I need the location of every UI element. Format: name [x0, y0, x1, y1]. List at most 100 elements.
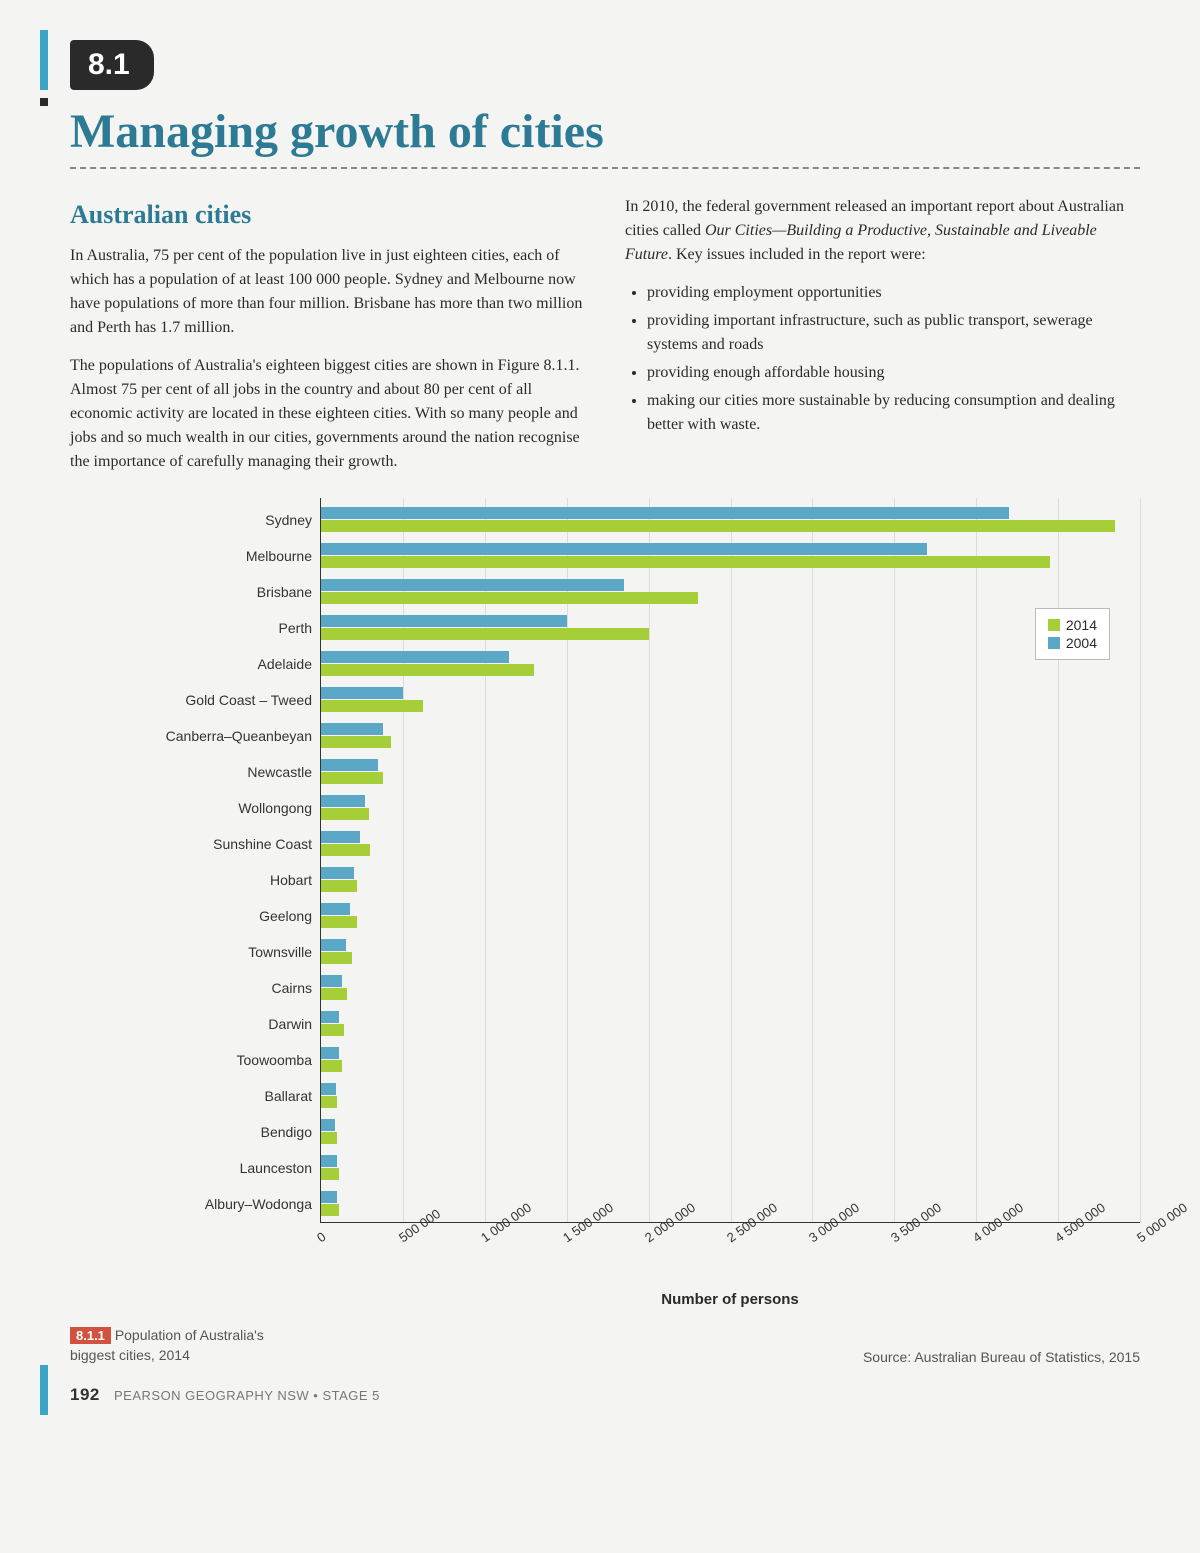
bar-2004 [321, 579, 624, 591]
chart-category-label: Perth [70, 610, 320, 646]
key-issue-item: providing important infrastructure, such… [647, 309, 1140, 357]
chart-category-label: Sydney [70, 502, 320, 538]
bar-2014 [321, 988, 347, 1000]
chart-row [321, 1006, 1140, 1042]
chart-x-tick: 0 [314, 1229, 329, 1245]
chart-category-label: Ballarat [70, 1078, 320, 1114]
chart-row [321, 646, 1140, 682]
chart-row [321, 538, 1140, 574]
bar-2014 [321, 628, 649, 640]
section-number-badge: 8.1 [70, 40, 154, 90]
bar-2004 [321, 507, 1009, 519]
chart-x-tick: 5 000 000 [1134, 1200, 1190, 1245]
key-issue-item: providing employment opportunities [647, 281, 1140, 305]
key-issues-list: providing employment opportunities provid… [647, 281, 1140, 437]
bar-2004 [321, 1119, 335, 1131]
bar-2004 [321, 1155, 337, 1167]
page-footer: 192 PEARSON GEOGRAPHY NSW • STAGE 5 [70, 1385, 1140, 1405]
chart-category-label: Geelong [70, 898, 320, 934]
page-accent-bar [40, 30, 48, 90]
chart-category-label: Sunshine Coast [70, 826, 320, 862]
bar-2014 [321, 1132, 337, 1144]
bar-2004 [321, 759, 378, 771]
chart-category-label: Hobart [70, 862, 320, 898]
chart-category-label: Gold Coast – Tweed [70, 682, 320, 718]
bar-2014 [321, 664, 534, 676]
chart-row [321, 1150, 1140, 1186]
chart-category-label: Canberra–Queanbeyan [70, 718, 320, 754]
chart-row [321, 898, 1140, 934]
bar-2004 [321, 1047, 339, 1059]
bar-2004 [321, 687, 403, 699]
chart-category-label: Townsville [70, 934, 320, 970]
population-chart: SydneyMelbourneBrisbanePerthAdelaideGold… [70, 498, 1140, 1365]
bar-2004 [321, 1083, 336, 1095]
bar-2004 [321, 723, 383, 735]
key-issue-item: providing enough affordable housing [647, 361, 1140, 385]
title-divider [70, 167, 1140, 169]
page-number: 192 [70, 1385, 100, 1404]
bar-2014 [321, 592, 698, 604]
figure-source: Source: Australian Bureau of Statistics,… [863, 1349, 1140, 1365]
chart-category-label: Adelaide [70, 646, 320, 682]
chart-category-label: Albury–Wodonga [70, 1186, 320, 1222]
bar-2014 [321, 736, 391, 748]
chart-category-label: Darwin [70, 1006, 320, 1042]
chart-row [321, 1042, 1140, 1078]
column-left: Australian cities In Australia, 75 per c… [70, 195, 585, 488]
chart-row [321, 682, 1140, 718]
chart-row [321, 862, 1140, 898]
bar-2004 [321, 939, 346, 951]
bar-2014 [321, 916, 357, 928]
bar-2014 [321, 556, 1050, 568]
paragraph-1: In Australia, 75 per cent of the populat… [70, 244, 585, 340]
bar-2004 [321, 615, 567, 627]
chart-row [321, 790, 1140, 826]
bar-2014 [321, 772, 383, 784]
bar-2004 [321, 831, 360, 843]
bar-2004 [321, 975, 342, 987]
paragraph-3: In 2010, the federal government released… [625, 195, 1140, 267]
chart-category-label: Wollongong [70, 790, 320, 826]
chart-category-label: Bendigo [70, 1114, 320, 1150]
page-title: Managing growth of cities [70, 104, 1140, 159]
page-accent-dot [40, 98, 48, 106]
chart-row [321, 574, 1140, 610]
column-right: In 2010, the federal government released… [625, 195, 1140, 488]
bar-2004 [321, 1191, 337, 1203]
chart-x-axis: 0500 0001 000 0001 500 0002 000 0002 500… [320, 1223, 1140, 1283]
bar-2004 [321, 795, 365, 807]
bar-2004 [321, 1011, 339, 1023]
chart-row [321, 934, 1140, 970]
bar-2004 [321, 867, 354, 879]
chart-row [321, 610, 1140, 646]
bar-2004 [321, 903, 350, 915]
figure-number-badge: 8.1.1 [70, 1327, 111, 1344]
chart-category-label: Brisbane [70, 574, 320, 610]
bar-2004 [321, 543, 927, 555]
bar-2014 [321, 880, 357, 892]
paragraph-2: The populations of Australia's eighteen … [70, 354, 585, 474]
chart-row [321, 826, 1140, 862]
para3-post: . Key issues included in the report were… [668, 246, 926, 263]
figure-caption: 8.1.1 Population of Australia's biggest … [70, 1326, 310, 1365]
bar-2014 [321, 1096, 337, 1108]
chart-category-label: Toowoomba [70, 1042, 320, 1078]
bar-2014 [321, 808, 369, 820]
page-bottom-accent [40, 1365, 48, 1415]
chart-category-label: Cairns [70, 970, 320, 1006]
chart-category-label: Launceston [70, 1150, 320, 1186]
subheading: Australian cities [70, 195, 585, 234]
chart-row [321, 502, 1140, 538]
key-issue-item: making our cities more sustainable by re… [647, 389, 1140, 437]
chart-row [321, 970, 1140, 1006]
bar-2014 [321, 1024, 344, 1036]
chart-plot-area: 2014 2004 [320, 498, 1140, 1223]
chart-category-label: Melbourne [70, 538, 320, 574]
chart-category-label: Newcastle [70, 754, 320, 790]
bar-2014 [321, 952, 352, 964]
chart-y-labels: SydneyMelbourneBrisbanePerthAdelaideGold… [70, 498, 320, 1223]
bar-2014 [321, 844, 370, 856]
body-columns: Australian cities In Australia, 75 per c… [70, 195, 1140, 488]
figure-caption-row: 8.1.1 Population of Australia's biggest … [70, 1326, 1140, 1365]
